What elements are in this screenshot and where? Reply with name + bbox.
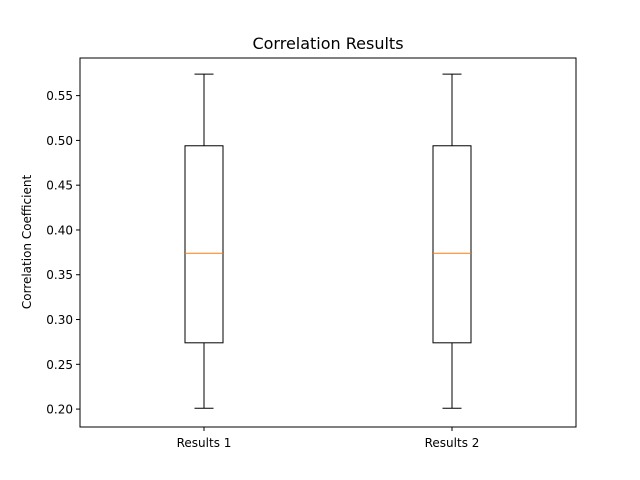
axes-frame xyxy=(79,57,577,428)
box-iqr xyxy=(184,145,224,344)
y-axis-label: Correlation Coefficient xyxy=(20,175,34,310)
y-tick-label: 0.40 xyxy=(46,223,73,237)
y-tick-label: 0.50 xyxy=(46,134,73,148)
plot-area: 0.20 0.25 0.30 0.35 0.40 0.45 0.50 0.55 Results … xyxy=(46,73,480,450)
x-tick-label: Results 2 xyxy=(425,436,480,450)
y-tick-label: 0.55 xyxy=(46,89,73,103)
box-iqr xyxy=(432,145,472,344)
y-tick-label: 0.30 xyxy=(46,313,73,327)
y-tick-label: 0.35 xyxy=(46,268,73,282)
y-tick-label: 0.20 xyxy=(46,403,73,417)
y-tick-label: 0.25 xyxy=(46,358,73,372)
x-tick-label: Results 1 xyxy=(177,436,232,450)
y-tick-label: 0.45 xyxy=(46,179,73,193)
chart-title: Correlation Results xyxy=(252,34,403,53)
